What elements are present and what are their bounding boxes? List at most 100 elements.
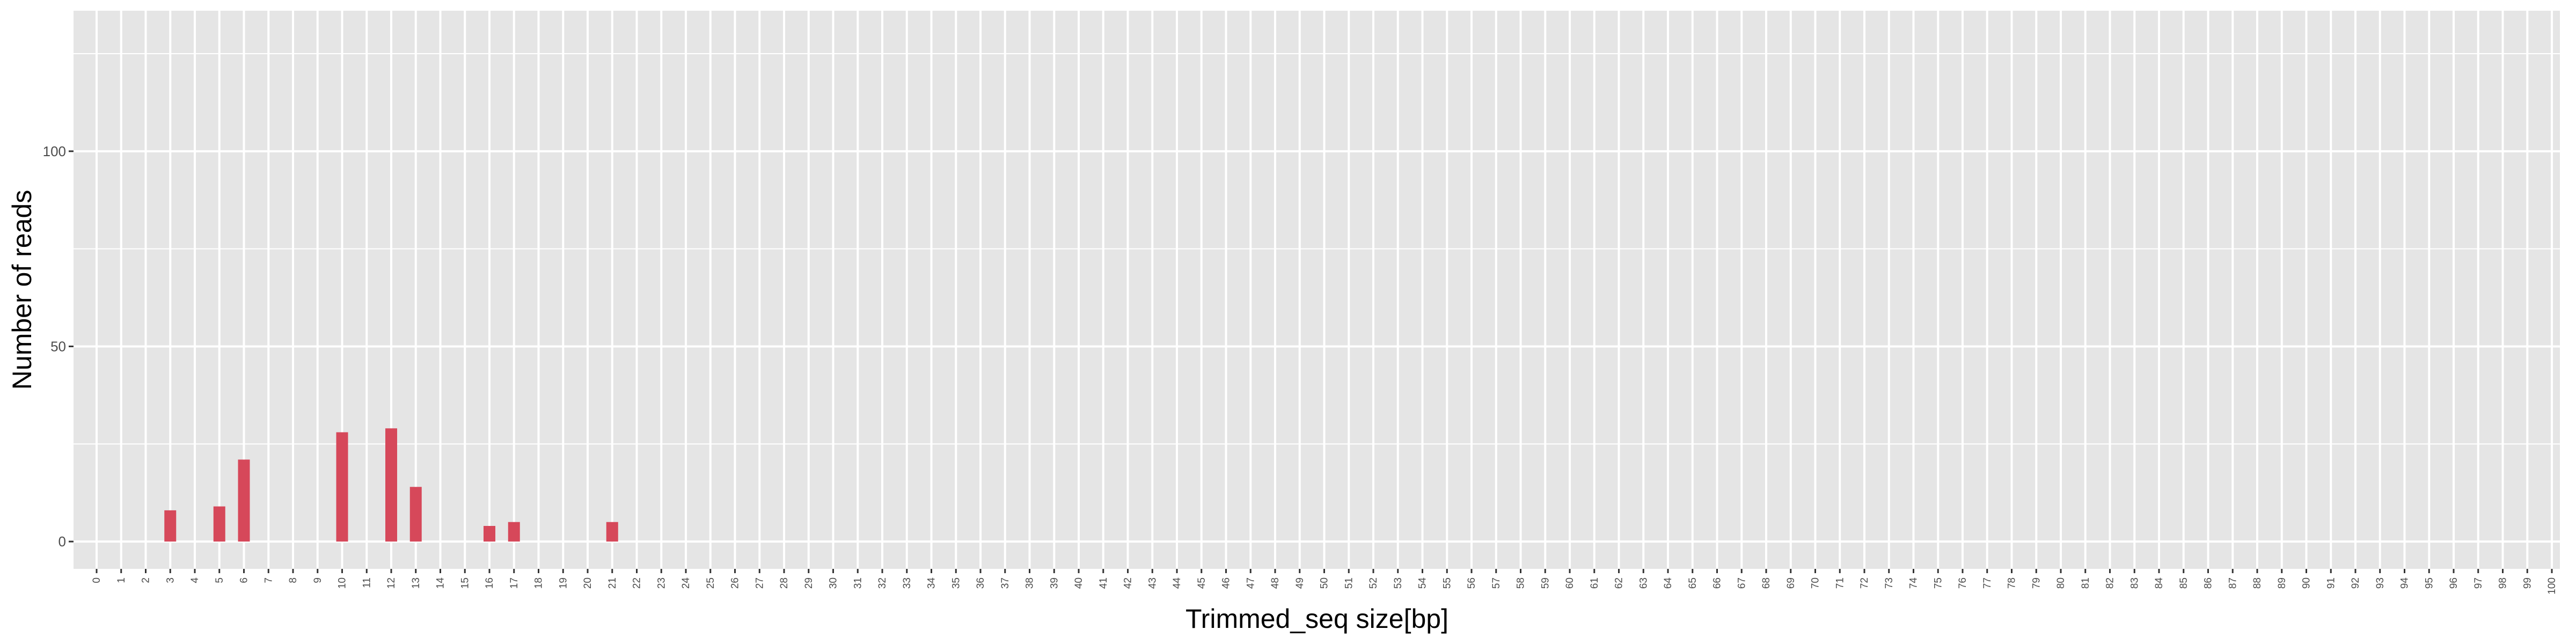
x-tick-label: 64	[1663, 577, 1674, 589]
x-tick-label: 82	[2105, 577, 2116, 589]
bar	[409, 487, 422, 542]
x-tick-label: 83	[2129, 577, 2140, 589]
y-tick-label: 0	[58, 533, 66, 550]
x-tick-label: 14	[435, 577, 447, 589]
x-tick-label: 6	[239, 577, 250, 583]
x-tick-label: 65	[1687, 577, 1699, 589]
x-tick-label: 73	[1884, 577, 1895, 589]
bar	[164, 510, 177, 542]
bars	[164, 428, 618, 542]
x-tick-label: 12	[386, 577, 397, 589]
x-tick-label: 58	[1516, 577, 1527, 589]
x-tick-label: 92	[2350, 577, 2361, 589]
x-tick-label: 97	[2473, 577, 2484, 589]
plot-panel	[74, 11, 2560, 569]
x-tick-label: 35	[950, 577, 962, 589]
x-tick-label: 61	[1589, 577, 1600, 589]
x-tick-label: 78	[2007, 577, 2018, 589]
x-tick-label: 63	[1638, 577, 1649, 589]
x-tick-label: 98	[2498, 577, 2509, 589]
x-tick-label: 57	[1491, 577, 1502, 589]
major-gridlines	[74, 11, 2560, 569]
x-tick-label: 25	[705, 577, 716, 589]
x-tick-label: 49	[1294, 577, 1306, 589]
x-tick-label: 72	[1859, 577, 1870, 589]
x-tick-label: 100	[2546, 577, 2558, 595]
x-tick-label: 3	[165, 577, 176, 583]
x-tick-label: 39	[1049, 577, 1060, 589]
x-tick-label: 30	[828, 577, 839, 589]
x-tick-label: 59	[1540, 577, 1551, 589]
x-tick-label: 31	[852, 577, 863, 589]
x-tick-label: 91	[2325, 577, 2337, 589]
x-tick-label: 55	[1441, 577, 1453, 589]
bar	[213, 506, 225, 542]
x-tick-label: 85	[2178, 577, 2190, 589]
x-tick-label: 95	[2424, 577, 2435, 589]
x-tick-label: 4	[189, 577, 201, 583]
bar	[484, 526, 495, 542]
bar	[508, 522, 520, 542]
x-tick-label: 66	[1712, 577, 1723, 589]
x-tick-label: 28	[779, 577, 790, 589]
x-axis-ticks: 0 1 2 3 4 5 6 7 8 9 10 11 12 13 14 15 16 17 18 19 20 21 22 23 24…	[91, 569, 2558, 595]
x-tick-label: 9	[312, 577, 324, 583]
x-tick-label: 94	[2399, 577, 2411, 589]
x-tick-label: 7	[263, 577, 274, 583]
x-tick-label: 21	[607, 577, 618, 589]
x-axis-title: Trimmed_seq size[bp]	[1185, 604, 1448, 634]
bar	[606, 522, 618, 542]
x-tick-label: 34	[926, 577, 938, 589]
x-tick-label: 13	[411, 577, 422, 589]
x-tick-label: 52	[1368, 577, 1379, 589]
x-tick-label: 1	[116, 577, 127, 583]
x-tick-label: 50	[1319, 577, 1330, 589]
x-tick-label: 40	[1073, 577, 1085, 589]
x-tick-label: 32	[877, 577, 888, 589]
x-tick-label: 74	[1908, 577, 1920, 589]
x-tick-label: 75	[1933, 577, 1944, 589]
x-tick-label: 88	[2252, 577, 2263, 589]
x-tick-label: 18	[533, 577, 545, 589]
y-axis-title: Number of reads	[7, 190, 37, 390]
x-tick-label: 43	[1147, 577, 1158, 589]
x-tick-label: 15	[459, 577, 471, 589]
x-tick-label: 56	[1466, 577, 1477, 589]
x-tick-label: 86	[2203, 577, 2214, 589]
x-tick-label: 33	[902, 577, 913, 589]
x-tick-label: 62	[1614, 577, 1625, 589]
x-tick-label: 93	[2375, 577, 2386, 589]
y-tick-label: 50	[50, 338, 66, 354]
x-tick-label: 51	[1343, 577, 1355, 589]
x-tick-label: 17	[509, 577, 520, 589]
x-tick-label: 69	[1785, 577, 1797, 589]
x-tick-label: 0	[91, 577, 103, 583]
x-tick-label: 84	[2154, 577, 2165, 589]
x-tick-label: 45	[1196, 577, 1208, 589]
x-tick-label: 53	[1393, 577, 1404, 589]
x-tick-label: 2	[141, 577, 152, 583]
x-tick-label: 77	[1982, 577, 1993, 589]
x-tick-label: 11	[361, 577, 372, 588]
x-tick-label: 47	[1245, 577, 1256, 589]
x-tick-label: 41	[1098, 577, 1109, 589]
y-axis-ticks: 0 50 100	[43, 143, 74, 550]
x-tick-label: 87	[2227, 577, 2238, 589]
x-tick-label: 36	[975, 577, 986, 589]
x-tick-label: 48	[1270, 577, 1281, 589]
minor-gridlines	[74, 53, 2560, 445]
x-tick-label: 71	[1834, 577, 1846, 589]
x-tick-label: 38	[1024, 577, 1036, 589]
x-tick-label: 37	[1000, 577, 1011, 589]
x-tick-label: 46	[1221, 577, 1232, 589]
x-tick-label: 16	[484, 577, 495, 589]
bar	[336, 432, 348, 542]
x-tick-label: 70	[1810, 577, 1821, 589]
x-tick-label: 81	[2080, 577, 2091, 589]
x-tick-label: 20	[582, 577, 594, 589]
x-tick-label: 44	[1172, 577, 1183, 589]
x-tick-label: 24	[680, 577, 692, 589]
x-tick-label: 67	[1736, 577, 1747, 589]
x-tick-label: 54	[1417, 577, 1429, 589]
